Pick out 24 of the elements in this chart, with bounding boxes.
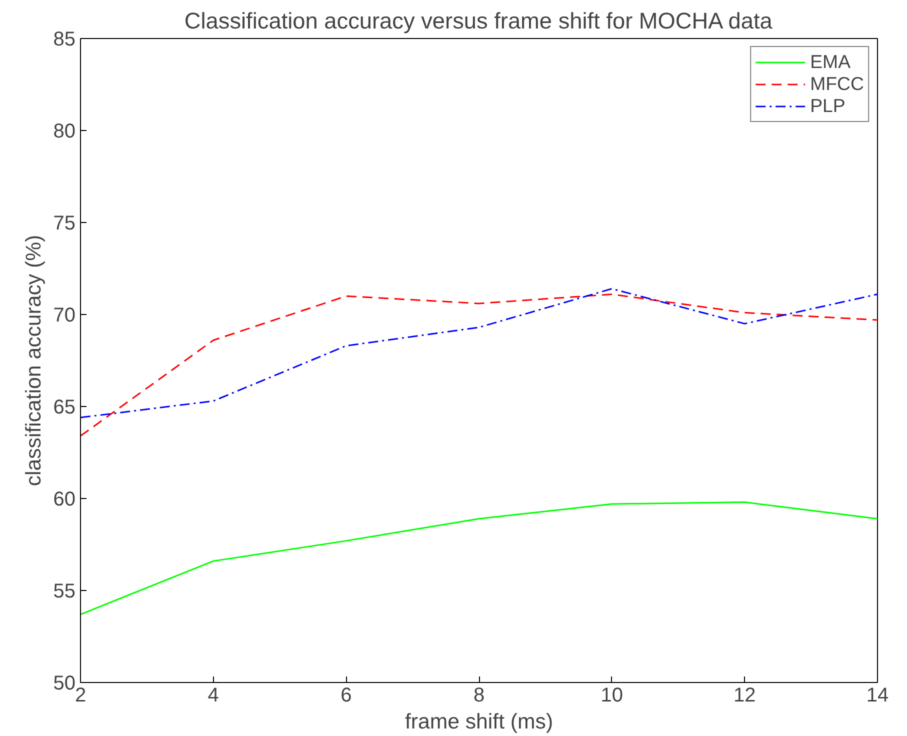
x-tick-label: 4 bbox=[208, 684, 219, 706]
y-tick-label: 80 bbox=[53, 120, 76, 142]
y-tick-label: 60 bbox=[53, 488, 76, 510]
y-tick-label: 75 bbox=[53, 212, 76, 234]
x-tick-label: 14 bbox=[866, 684, 889, 706]
legend-label: EMA bbox=[810, 51, 851, 73]
y-axis-title: classification accuracy (%) bbox=[21, 234, 46, 486]
x-tick-label: 6 bbox=[340, 684, 352, 706]
y-tick-label: 55 bbox=[53, 580, 76, 602]
x-tick-label: 2 bbox=[74, 684, 86, 706]
legend-label: MFCC bbox=[810, 73, 864, 95]
chart-title: Classification accuracy versus frame shift for MOCHA data bbox=[184, 8, 773, 34]
y-tick-label: 50 bbox=[53, 672, 76, 694]
line-series bbox=[80, 288, 878, 418]
line-series bbox=[80, 294, 878, 437]
x-tick-label: 10 bbox=[600, 684, 623, 706]
x-tick-label: 8 bbox=[473, 684, 485, 706]
y-tick-label: 85 bbox=[53, 28, 76, 50]
y-tick-label: 65 bbox=[53, 396, 76, 418]
y-tick-label: 70 bbox=[53, 304, 76, 326]
legend-label: PLP bbox=[810, 95, 846, 117]
line-series bbox=[80, 501, 878, 616]
x-tick-label: 12 bbox=[734, 684, 756, 706]
x-axis-title: frame shift (ms) bbox=[404, 710, 554, 734]
